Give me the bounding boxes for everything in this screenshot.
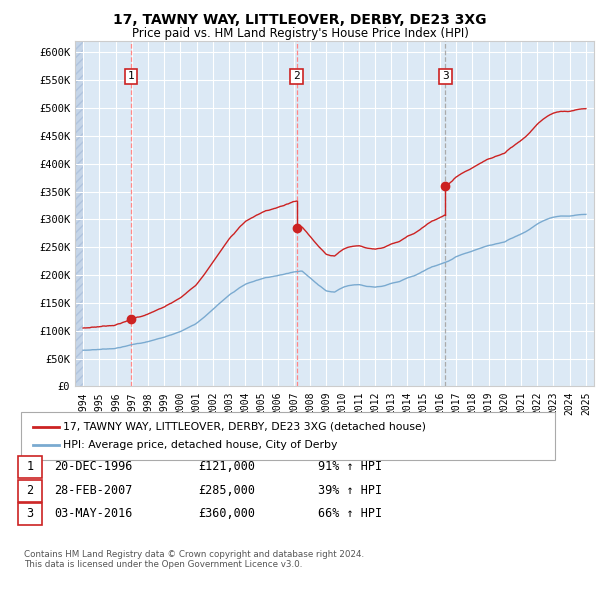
Text: £360,000: £360,000 (198, 507, 255, 520)
Text: HPI: Average price, detached house, City of Derby: HPI: Average price, detached house, City… (63, 440, 337, 450)
Text: 39% ↑ HPI: 39% ↑ HPI (318, 484, 382, 497)
Text: Contains HM Land Registry data © Crown copyright and database right 2024.
This d: Contains HM Land Registry data © Crown c… (24, 550, 364, 569)
Text: 2: 2 (26, 484, 34, 497)
Text: 1: 1 (26, 460, 34, 473)
Text: 17, TAWNY WAY, LITTLEOVER, DERBY, DE23 3XG: 17, TAWNY WAY, LITTLEOVER, DERBY, DE23 3… (113, 13, 487, 27)
Text: 03-MAY-2016: 03-MAY-2016 (54, 507, 133, 520)
Text: 3: 3 (442, 71, 449, 81)
Text: 91% ↑ HPI: 91% ↑ HPI (318, 460, 382, 473)
Text: 28-FEB-2007: 28-FEB-2007 (54, 484, 133, 497)
Text: 17, TAWNY WAY, LITTLEOVER, DERBY, DE23 3XG (detached house): 17, TAWNY WAY, LITTLEOVER, DERBY, DE23 3… (63, 422, 426, 432)
Text: Price paid vs. HM Land Registry's House Price Index (HPI): Price paid vs. HM Land Registry's House … (131, 27, 469, 40)
Text: 3: 3 (26, 507, 34, 520)
Text: 2: 2 (293, 71, 300, 81)
Text: £121,000: £121,000 (198, 460, 255, 473)
Text: 66% ↑ HPI: 66% ↑ HPI (318, 507, 382, 520)
Bar (75, 41, 83, 386)
Text: 20-DEC-1996: 20-DEC-1996 (54, 460, 133, 473)
Text: 1: 1 (128, 71, 134, 81)
Text: £285,000: £285,000 (198, 484, 255, 497)
